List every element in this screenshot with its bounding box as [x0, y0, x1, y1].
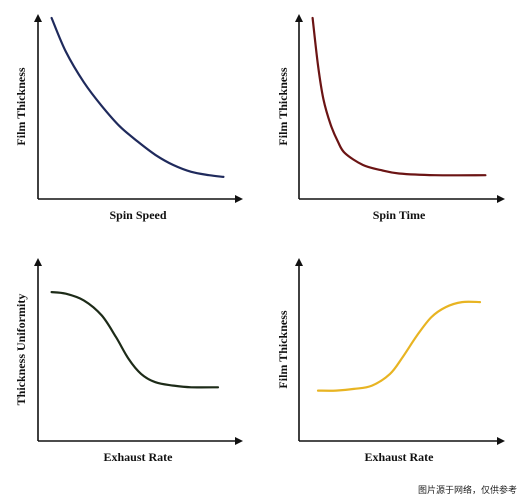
y-axis-arrow: [34, 258, 42, 266]
series-line: [50, 291, 220, 389]
y-axis-label: Film Thickness: [276, 310, 290, 388]
x-axis-arrow: [497, 437, 505, 445]
y-axis-arrow: [295, 14, 303, 22]
series-line: [316, 300, 482, 392]
chart-panel-3: Exhaust Rate Thickness Uniformity: [14, 258, 243, 464]
watermark: 图片源于网络，仅供参考: [417, 486, 517, 496]
chart-panel-1: Spin Speed Film Thickness: [14, 14, 243, 222]
x-axis-label: Exhaust Rate: [364, 450, 434, 464]
chart-panel-2: Spin Time Film Thickness: [276, 14, 505, 222]
x-axis-arrow: [497, 195, 505, 203]
chart-panel-4: Exhaust Rate Film Thickness: [276, 258, 505, 464]
x-axis-label: Exhaust Rate: [103, 450, 173, 464]
y-axis-label: Film Thickness: [276, 67, 290, 145]
series-line: [311, 16, 487, 177]
x-axis-arrow: [235, 437, 243, 445]
x-axis-label: Spin Time: [373, 208, 426, 222]
y-axis-label: Thickness Uniformity: [14, 294, 28, 406]
x-axis-label: Spin Speed: [109, 208, 166, 222]
y-axis-arrow: [295, 258, 303, 266]
y-axis-arrow: [34, 14, 42, 22]
series-line: [50, 16, 225, 178]
x-axis-arrow: [235, 195, 243, 203]
y-axis-label: Film Thickness: [14, 67, 28, 145]
